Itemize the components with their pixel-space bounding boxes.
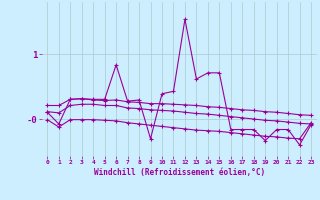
- X-axis label: Windchill (Refroidissement éolien,°C): Windchill (Refroidissement éolien,°C): [94, 168, 265, 177]
